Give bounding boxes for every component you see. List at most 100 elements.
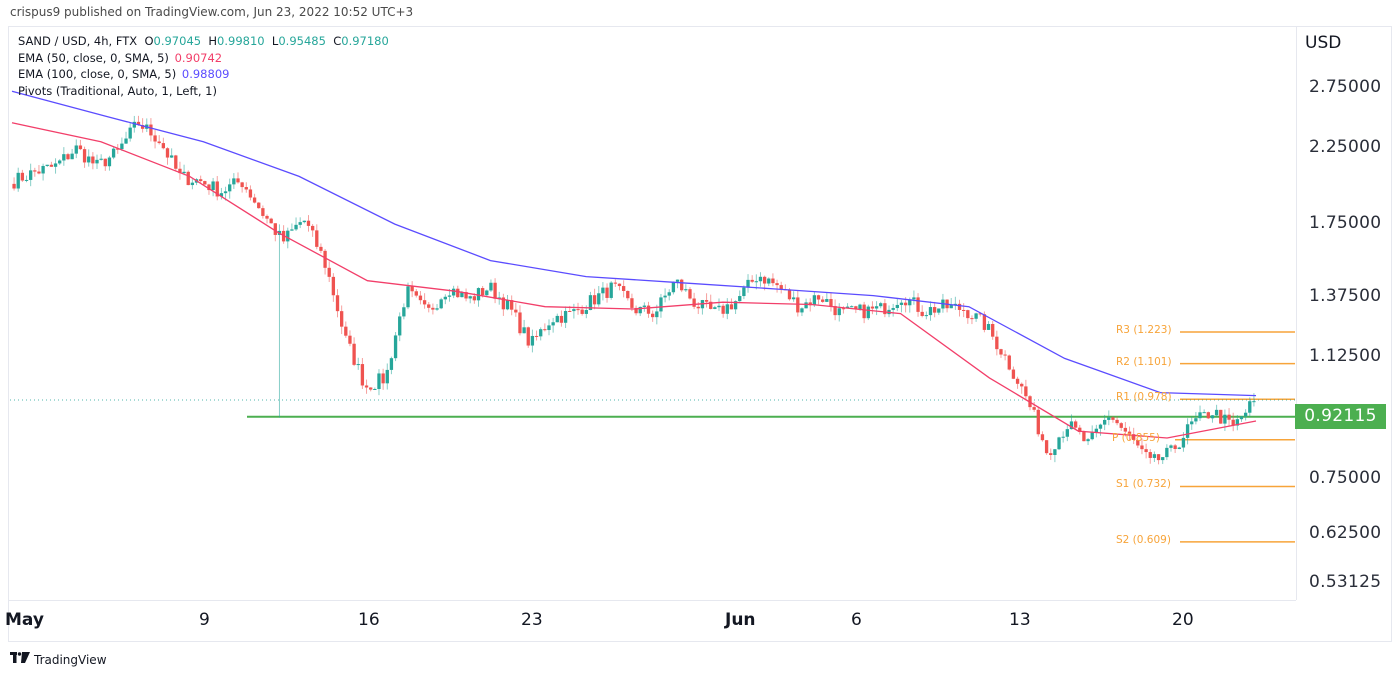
candle-body (1094, 428, 1099, 433)
candle-body (1011, 369, 1016, 379)
candle-body (642, 305, 647, 307)
candle-body (559, 315, 564, 323)
candle-body (816, 295, 821, 300)
candle-body (70, 153, 74, 160)
candle-body (153, 135, 157, 142)
candle-body (389, 358, 394, 370)
candle-body (713, 307, 717, 309)
candle-body (78, 145, 83, 150)
candle-body (510, 300, 514, 310)
pivot-label: S2 (0.609) (1116, 533, 1171, 546)
candle-body (534, 335, 539, 337)
candle-body (290, 229, 294, 231)
candle-body (1102, 419, 1107, 425)
candle-body (174, 155, 178, 169)
candle-body (435, 308, 439, 310)
candle-body (373, 388, 377, 390)
candle-body (874, 306, 879, 309)
candle-body (1202, 412, 1206, 414)
candle-body (203, 181, 207, 185)
pivots-row[interactable]: Pivots (Traditional, Auto, 1, Left, 1) (18, 83, 389, 100)
candle-body (518, 312, 522, 334)
candle-body (1177, 447, 1181, 450)
pivot-label: R2 (1.101) (1116, 355, 1172, 368)
candle-body (294, 224, 298, 230)
low-value: 0.95485 (278, 34, 326, 48)
candle-body (1078, 427, 1082, 433)
candle-body (493, 282, 497, 299)
candle-body (489, 282, 493, 291)
candle-body (1161, 457, 1165, 461)
candle-body (729, 304, 734, 310)
ema100-row[interactable]: EMA (100, close, 0, SMA, 5) 0.98809 (18, 66, 389, 83)
price-tick: 0.53125 (1309, 572, 1382, 592)
candle-body (568, 310, 572, 312)
candle-body (335, 295, 340, 312)
candle-body (211, 181, 215, 191)
candle-body (709, 301, 713, 309)
candle-body (1198, 412, 1202, 419)
candle-body (45, 164, 49, 166)
candle-body (1169, 445, 1173, 448)
candle-body (1073, 421, 1078, 428)
time-tick: 23 (521, 610, 543, 630)
candle-body (999, 349, 1003, 355)
candle-body (269, 218, 273, 224)
candle-body (1065, 429, 1069, 437)
candle-body (833, 306, 837, 316)
candle-body (327, 267, 331, 277)
candle-body (576, 309, 580, 311)
candle-body (136, 121, 141, 126)
candle-body (41, 165, 45, 174)
symbol-row: SAND / USD, 4h, FTX O0.97045 H0.99810 L0… (18, 33, 389, 50)
candle-body (825, 299, 829, 302)
ema100-line (11, 90, 1257, 397)
candle-body (103, 158, 107, 167)
candle-body (1132, 434, 1136, 440)
pivot-label: R3 (1.223) (1116, 323, 1172, 336)
candle-body (439, 299, 443, 309)
candle-body (754, 281, 758, 283)
time-axis[interactable] (8, 600, 1296, 643)
candle-body (157, 141, 161, 144)
candle-body (228, 184, 232, 192)
candle-body (1243, 412, 1248, 417)
candle-body (1148, 452, 1152, 458)
candle-body (323, 250, 327, 268)
candle-body (995, 336, 999, 350)
candle-body (1061, 436, 1065, 438)
candle-body (273, 223, 277, 235)
candle-body (331, 276, 336, 296)
ema50-row[interactable]: EMA (50, close, 0, SMA, 5) 0.90742 (18, 50, 389, 67)
candle-body (319, 246, 323, 251)
candle-body (414, 291, 418, 296)
candle-body (854, 306, 858, 310)
candle-body (957, 303, 962, 310)
candle-body (626, 290, 630, 299)
candle-body (165, 148, 170, 158)
candle-body (953, 303, 958, 305)
candle-body (588, 295, 593, 311)
candle-body (1173, 445, 1177, 450)
candle-body (1144, 449, 1148, 453)
candle-body (1115, 419, 1119, 424)
candle-body (352, 343, 356, 365)
candle-body (1003, 354, 1007, 356)
candle-body (543, 329, 547, 331)
price-axis[interactable] (1296, 27, 1393, 600)
candle-body (348, 335, 352, 344)
candle-body (572, 309, 576, 312)
candle-body (883, 303, 887, 315)
candle-body (87, 156, 91, 163)
candle-body (758, 276, 763, 282)
candle-body (95, 159, 99, 164)
ema100-value: 0.98809 (181, 67, 230, 81)
candle-body (49, 164, 54, 167)
candle-body (1252, 401, 1256, 403)
candle-body (1165, 447, 1169, 458)
candle-body (891, 308, 895, 310)
time-tick: May (5, 610, 44, 630)
tradingview-brand[interactable]: TradingView (10, 652, 107, 667)
candle-body (526, 327, 530, 346)
